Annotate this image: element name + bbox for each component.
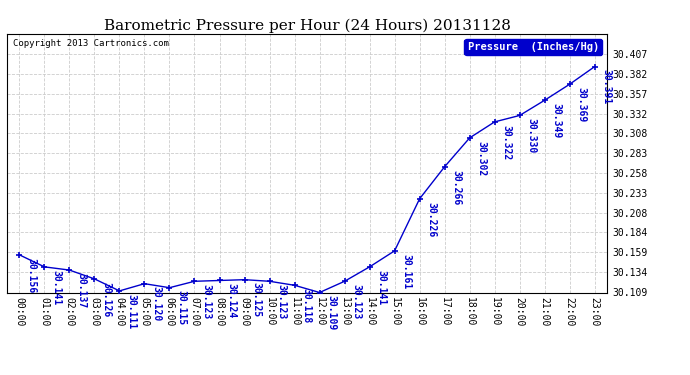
Pressure  (Inches/Hg) [315, 290, 324, 295]
Pressure  (Inches/Hg) [190, 279, 199, 284]
Legend: Pressure  (Inches/Hg): Pressure (Inches/Hg) [464, 39, 602, 55]
Text: 30.226: 30.226 [426, 201, 437, 237]
Text: 30.125: 30.125 [251, 282, 262, 318]
Pressure  (Inches/Hg) [591, 64, 599, 69]
Text: 30.322: 30.322 [502, 124, 511, 160]
Text: 30.123: 30.123 [201, 284, 211, 320]
Text: 30.156: 30.156 [26, 258, 37, 293]
Text: 30.137: 30.137 [77, 273, 86, 308]
Text: 30.161: 30.161 [402, 254, 411, 289]
Pressure  (Inches/Hg) [166, 285, 174, 290]
Pressure  (Inches/Hg) [340, 279, 348, 284]
Pressure  (Inches/Hg) [515, 113, 524, 118]
Pressure  (Inches/Hg) [366, 265, 374, 269]
Text: 30.391: 30.391 [602, 69, 611, 105]
Title: Barometric Pressure per Hour (24 Hours) 20131128: Barometric Pressure per Hour (24 Hours) … [104, 18, 511, 33]
Text: 30.266: 30.266 [451, 170, 462, 205]
Pressure  (Inches/Hg) [115, 289, 124, 293]
Pressure  (Inches/Hg) [140, 282, 148, 286]
Pressure  (Inches/Hg) [215, 278, 224, 283]
Text: 30.124: 30.124 [226, 283, 237, 318]
Pressure  (Inches/Hg) [240, 278, 248, 282]
Pressure  (Inches/Hg) [391, 249, 399, 253]
Text: 30.330: 30.330 [526, 118, 537, 153]
Pressure  (Inches/Hg) [290, 283, 299, 288]
Pressure  (Inches/Hg) [491, 120, 499, 124]
Text: 30.141: 30.141 [51, 270, 61, 305]
Pressure  (Inches/Hg) [466, 136, 474, 140]
Text: 30.123: 30.123 [351, 284, 362, 320]
Pressure  (Inches/Hg) [15, 253, 23, 257]
Pressure  (Inches/Hg) [266, 279, 274, 284]
Text: 30.120: 30.120 [151, 286, 161, 322]
Text: 30.141: 30.141 [377, 270, 386, 305]
Text: 30.118: 30.118 [302, 288, 311, 323]
Text: Copyright 2013 Cartronics.com: Copyright 2013 Cartronics.com [13, 39, 169, 48]
Pressure  (Inches/Hg) [540, 98, 549, 102]
Pressure  (Inches/Hg) [90, 277, 99, 281]
Text: 30.349: 30.349 [551, 103, 562, 138]
Text: 30.123: 30.123 [277, 284, 286, 320]
Text: 30.115: 30.115 [177, 291, 186, 326]
Pressure  (Inches/Hg) [415, 196, 424, 201]
Pressure  (Inches/Hg) [566, 82, 574, 87]
Text: 30.126: 30.126 [101, 282, 111, 317]
Pressure  (Inches/Hg) [66, 268, 74, 272]
Line: Pressure  (Inches/Hg): Pressure (Inches/Hg) [17, 64, 598, 295]
Text: 30.369: 30.369 [577, 87, 586, 122]
Text: 30.109: 30.109 [326, 295, 337, 330]
Text: 30.111: 30.111 [126, 294, 137, 329]
Text: 30.302: 30.302 [477, 141, 486, 176]
Pressure  (Inches/Hg) [440, 165, 449, 169]
Pressure  (Inches/Hg) [40, 265, 48, 269]
